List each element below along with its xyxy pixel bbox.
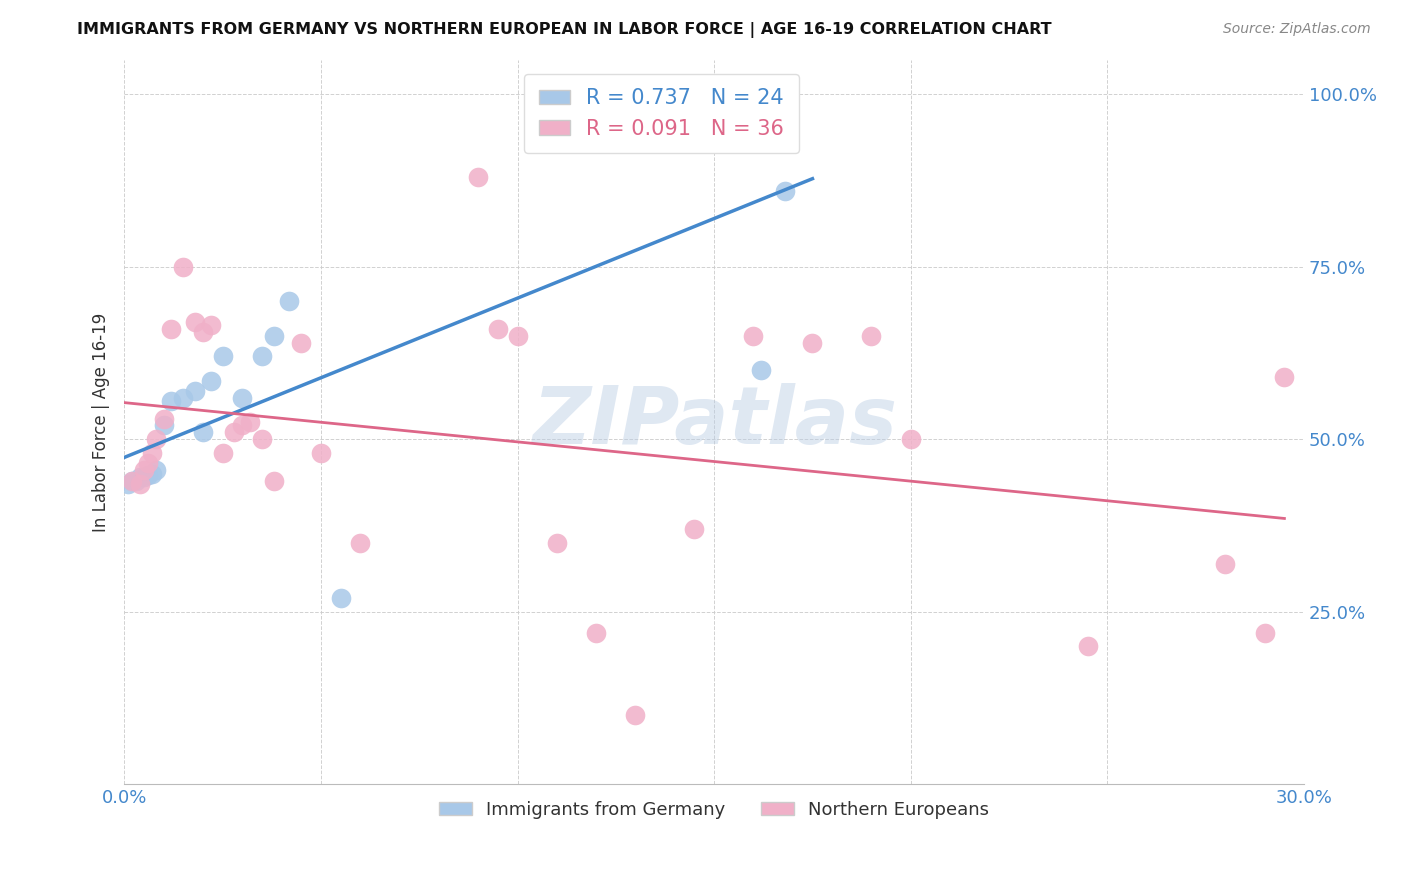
Point — [250, 350, 273, 364]
Point — [160, 394, 183, 409]
Point — [152, 411, 174, 425]
Point — [184, 315, 207, 329]
Point — [773, 184, 796, 198]
Point — [250, 432, 273, 446]
Point — [723, 108, 745, 122]
Point — [1215, 557, 1237, 571]
Point — [224, 425, 246, 440]
Point — [211, 446, 233, 460]
Point — [585, 625, 607, 640]
Point — [290, 335, 312, 350]
Point — [349, 536, 371, 550]
Point — [1077, 640, 1099, 654]
Point — [860, 328, 883, 343]
Point — [900, 432, 922, 446]
Point — [749, 363, 772, 377]
Point — [191, 425, 214, 440]
Point — [239, 415, 262, 429]
Text: IMMIGRANTS FROM GERMANY VS NORTHERN EUROPEAN IN LABOR FORCE | AGE 16-19 CORRELAT: IMMIGRANTS FROM GERMANY VS NORTHERN EURO… — [77, 22, 1052, 38]
Text: ZIPatlas: ZIPatlas — [531, 383, 897, 461]
Text: Source: ZipAtlas.com: Source: ZipAtlas.com — [1223, 22, 1371, 37]
Point — [145, 463, 167, 477]
Point — [506, 328, 529, 343]
Point — [132, 463, 155, 477]
Point — [141, 467, 163, 481]
Point — [486, 322, 509, 336]
Point — [141, 446, 163, 460]
Point — [200, 318, 222, 333]
Legend: Immigrants from Germany, Northern Europeans: Immigrants from Germany, Northern Europe… — [432, 794, 997, 826]
Point — [329, 591, 352, 605]
Point — [129, 470, 152, 484]
Point — [624, 708, 647, 723]
Point — [467, 169, 489, 184]
Point — [1274, 370, 1296, 384]
Point — [278, 294, 301, 309]
Point — [200, 374, 222, 388]
Point — [121, 474, 143, 488]
Point — [263, 328, 285, 343]
Point — [125, 474, 148, 488]
Point — [231, 391, 253, 405]
Point — [152, 418, 174, 433]
Point — [309, 446, 332, 460]
Point — [160, 322, 183, 336]
Point — [129, 477, 152, 491]
Point — [132, 470, 155, 484]
Point — [117, 477, 139, 491]
Point — [136, 468, 159, 483]
Point — [263, 474, 285, 488]
Point — [136, 457, 159, 471]
Point — [172, 391, 194, 405]
Y-axis label: In Labor Force | Age 16-19: In Labor Force | Age 16-19 — [93, 312, 110, 532]
Point — [801, 335, 824, 350]
Point — [211, 350, 233, 364]
Point — [546, 536, 568, 550]
Point — [172, 260, 194, 274]
Point — [231, 418, 253, 433]
Point — [683, 522, 706, 536]
Point — [734, 108, 756, 122]
Point — [184, 384, 207, 398]
Point — [742, 328, 765, 343]
Point — [145, 432, 167, 446]
Point — [1254, 625, 1277, 640]
Point — [121, 474, 143, 488]
Point — [191, 326, 214, 340]
